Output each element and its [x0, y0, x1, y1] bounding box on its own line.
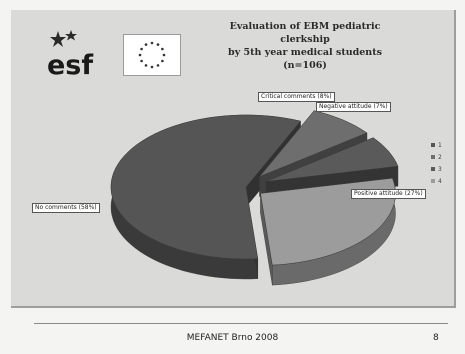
pie-slice-negative-attitude — [265, 137, 399, 182]
esf-logo: esf — [44, 28, 106, 78]
legend-label-2: 2 — [438, 153, 442, 161]
esf-logo-text: esf — [47, 50, 93, 78]
data-label-negative-attitude: Negative attitude (7%) — [316, 102, 391, 112]
legend-label-1: 1 — [438, 141, 442, 149]
data-label-critical-comments: Critical comments (8%) — [258, 92, 335, 102]
legend-swatch-2 — [431, 155, 435, 159]
legend-swatch-1 — [431, 143, 435, 147]
legend-item-1: 1 — [431, 139, 442, 151]
eu-star-icon — [144, 64, 148, 67]
data-label-positive-attitude: Positive attitude (27%) — [351, 189, 426, 199]
eu-star-icon — [138, 53, 142, 57]
data-label-no-comments: No comments (58%) — [32, 203, 100, 213]
eu-star-icon — [162, 53, 166, 57]
eu-star-icon — [161, 47, 164, 51]
eu-flag — [123, 34, 181, 76]
eu-star-icon — [150, 41, 154, 45]
chart-legend: 1 2 3 4 — [431, 139, 442, 187]
legend-label-4: 4 — [438, 177, 442, 185]
eu-star-icon — [140, 47, 143, 51]
eu-star-icon — [150, 65, 154, 69]
page-number: 8 — [433, 333, 439, 343]
legend-item-2: 2 — [431, 151, 442, 163]
eu-star-icon — [156, 64, 160, 67]
legend-swatch-4 — [431, 179, 435, 183]
eu-star-icon — [140, 59, 143, 63]
legend-item-4: 4 — [431, 175, 442, 187]
chart-title-line-1: Evaluation of EBM pediatric clerkship — [229, 21, 381, 45]
chart-title-line-2: by 5th year medical students (n=106) — [228, 47, 382, 71]
legend-label-3: 3 — [438, 165, 442, 173]
pie-slice-no-comments — [110, 114, 301, 260]
footer-text: MEFANET Brno 2008 — [186, 333, 279, 343]
footer-divider — [34, 323, 448, 324]
eu-star-icon — [161, 59, 164, 63]
legend-item-3: 3 — [431, 163, 442, 175]
legend-swatch-3 — [431, 167, 435, 171]
chart-title: Evaluation of EBM pediatric clerkship by… — [205, 20, 405, 72]
eu-star-icon — [144, 43, 148, 46]
eu-star-icon — [156, 43, 160, 46]
pie-slice-critical-comments — [259, 110, 368, 177]
